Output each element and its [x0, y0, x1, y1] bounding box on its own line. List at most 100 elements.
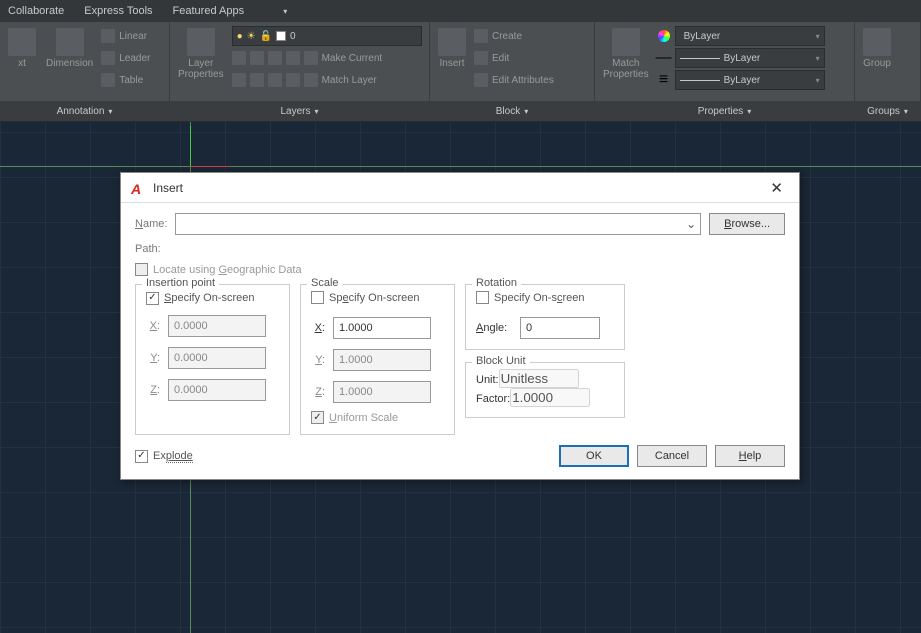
unit-input [499, 369, 579, 388]
menu-dropdown-icon[interactable] [274, 5, 287, 17]
match-layer-button[interactable]: Match Layer [232, 70, 422, 90]
match-props-icon [612, 28, 640, 56]
panel-title-properties[interactable]: Properties [595, 101, 854, 121]
leader-button[interactable]: Leader [101, 48, 150, 68]
help-button[interactable]: Help [715, 445, 785, 467]
color-swatch-icon [657, 29, 671, 43]
name-combo[interactable] [175, 213, 701, 235]
layer-properties-icon [187, 28, 215, 56]
app-logo-icon [131, 181, 145, 195]
angle-input[interactable] [520, 317, 600, 339]
scale-x-input[interactable] [333, 317, 431, 339]
uniform-scale-checkbox: Uniform Scale [311, 411, 398, 424]
color-selector[interactable]: ByLayer [675, 26, 825, 46]
match-properties-button[interactable]: Match Properties [601, 26, 651, 82]
insertion-specify-checkbox[interactable]: Specify On-screen [146, 292, 255, 305]
dimension-icon [56, 28, 84, 56]
linear-button[interactable]: Linear [101, 26, 150, 46]
menu-collaborate[interactable]: Collaborate [8, 5, 64, 17]
panel-layers: Layer Properties ●☀🔓 0 Make Current Matc… [170, 22, 430, 121]
dialog-title: Insert [153, 181, 183, 195]
text-button[interactable]: xt [6, 26, 38, 71]
factor-input [510, 388, 590, 407]
scale-z-label: Z: [311, 386, 325, 398]
crosshair-horizontal [0, 166, 921, 167]
menu-featured-apps[interactable]: Featured Apps [173, 5, 245, 17]
cancel-button[interactable]: Cancel [637, 445, 707, 467]
name-label: Name: [135, 218, 167, 230]
panel-properties: Match Properties ByLayer — ByLayer ≡ ByLay… [595, 22, 855, 121]
insert-icon [438, 28, 466, 56]
layer-color-swatch-icon [276, 31, 286, 41]
menubar: Collaborate Express Tools Featured Apps [0, 0, 921, 22]
edit-attributes-button[interactable]: Edit Attributes [474, 70, 554, 90]
path-label: Path: [135, 243, 161, 255]
scale-x-label: X: [311, 322, 325, 334]
create-block-button[interactable]: Create [474, 26, 554, 46]
linear-icon [101, 29, 115, 43]
match-layer-icon [304, 73, 318, 87]
ucs-y-axis-icon [190, 126, 191, 166]
group-button[interactable]: Group [861, 26, 893, 71]
linetype-icon: ≡ [657, 73, 671, 87]
make-current-button[interactable]: Make Current [232, 48, 422, 68]
dimension-button[interactable]: Dimension [44, 26, 95, 71]
ucs-x-axis-icon [190, 166, 230, 167]
block-unit-group: Block Unit Unit: Factor: [465, 362, 625, 418]
ins-y-input [168, 347, 266, 369]
ins-x-label: X: [146, 320, 160, 332]
scale-z-input [333, 381, 431, 403]
panel-block: Insert Create Edit Edit Attributes Block [430, 22, 595, 121]
insert-dialog: Insert ✕ Name: Browse... Path: Locate us… [120, 172, 800, 480]
ins-x-input [168, 315, 266, 337]
panel-annotation: xt Dimension Linear Leader Table Annotat… [0, 22, 170, 121]
lineweight-icon: — [657, 51, 671, 65]
scale-group: Scale Specify On-screen X: Y: Z: Uniform… [300, 284, 455, 435]
insertion-point-group: Insertion point Specify On-screen X: Y: … [135, 284, 290, 435]
explode-checkbox[interactable]: Explode [135, 450, 193, 463]
rotation-group: Rotation Specify On-screen Angle: [465, 284, 625, 350]
insert-block-button[interactable]: Insert [436, 26, 468, 71]
menu-express-tools[interactable]: Express Tools [84, 5, 152, 17]
panel-groups: Group Groups [855, 22, 921, 121]
layer-name: 0 [290, 31, 296, 42]
edit-icon [474, 51, 488, 65]
group-icon [863, 28, 891, 56]
ok-button[interactable]: OK [559, 445, 629, 467]
lineweight-selector[interactable]: ByLayer [675, 48, 825, 68]
block-unit-title: Block Unit [472, 355, 530, 367]
dialog-titlebar[interactable]: Insert ✕ [121, 173, 799, 203]
geo-checkbox-box [135, 263, 148, 276]
leader-icon [101, 51, 115, 65]
insertion-point-title: Insertion point [142, 277, 219, 289]
ribbon: xt Dimension Linear Leader Table Annotat… [0, 22, 921, 122]
create-icon [474, 29, 488, 43]
panel-title-layers[interactable]: Layers [170, 101, 429, 121]
layer-properties-button[interactable]: Layer Properties [176, 26, 226, 82]
browse-button[interactable]: Browse... [709, 213, 785, 235]
unit-label: Unit: [476, 374, 499, 386]
angle-label: Angle: [476, 322, 512, 334]
geo-checkbox: Locate using Geographic Data [135, 263, 302, 276]
ins-z-label: Z: [146, 384, 160, 396]
make-current-icon [304, 51, 318, 65]
edit-attr-icon [474, 73, 488, 87]
panel-title-annotation[interactable]: Annotation [0, 101, 169, 121]
text-icon [8, 28, 36, 56]
table-button[interactable]: Table [101, 70, 150, 90]
ins-z-input [168, 379, 266, 401]
rotation-title: Rotation [472, 277, 521, 289]
table-icon [101, 73, 115, 87]
factor-label: Factor: [476, 393, 510, 405]
scale-specify-checkbox[interactable]: Specify On-screen [311, 291, 420, 304]
panel-title-groups[interactable]: Groups [855, 101, 920, 121]
close-button[interactable]: ✕ [764, 177, 789, 199]
rotation-specify-checkbox[interactable]: Specify On-screen [476, 291, 585, 304]
panel-title-block[interactable]: Block [430, 101, 594, 121]
linetype-selector[interactable]: ByLayer [675, 70, 825, 90]
layer-selector[interactable]: ●☀🔓 0 [232, 26, 422, 46]
edit-block-button[interactable]: Edit [474, 48, 554, 68]
scale-y-label: Y: [311, 354, 325, 366]
ins-y-label: Y: [146, 352, 160, 364]
scale-title: Scale [307, 277, 343, 289]
